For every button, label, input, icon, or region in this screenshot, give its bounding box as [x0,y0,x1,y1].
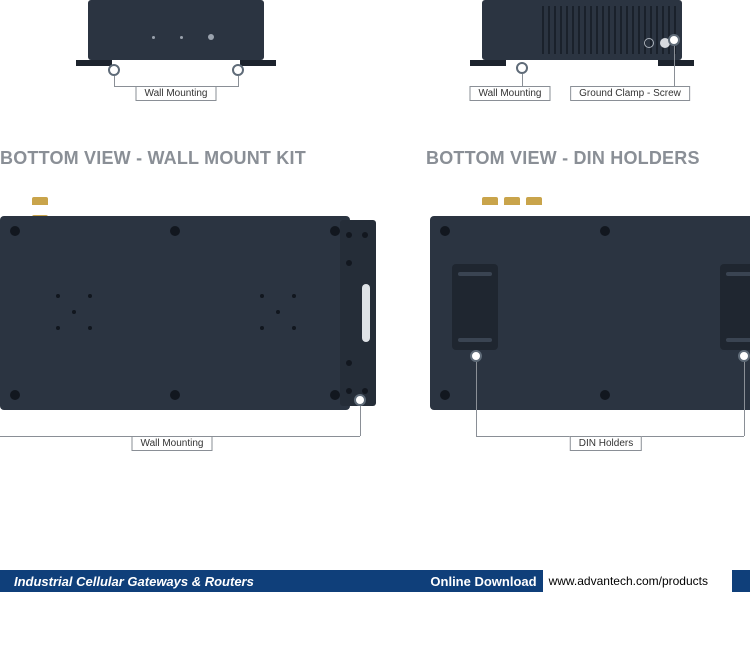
callout-leader [744,362,745,436]
screw [330,226,340,236]
callout-marker [668,34,680,46]
plate-hole [346,388,352,394]
callout-marker [232,64,244,76]
plate-hole [346,360,352,366]
ground-symbol [644,38,654,48]
port-dot [152,36,155,39]
device-bottom-body [430,216,750,410]
footer-category: Industrial Cellular Gateways & Routers [0,574,430,589]
screw [600,226,610,236]
screw [440,390,450,400]
mount-hole-pattern [56,294,92,330]
port-dot [180,36,183,39]
screw [170,226,180,236]
mount-foot [76,60,112,66]
sma-connectors [32,192,54,200]
footer-url: www.advantech.com/products [543,570,732,592]
plate-hole [362,388,368,394]
callout-leader [674,46,675,86]
top-right-side-view: Wall Mounting Ground Clamp - Screw [482,0,682,60]
device-body [88,0,264,60]
callout-label: Wall Mounting [470,86,551,101]
mount-foot [240,60,276,66]
callout-leader [360,406,361,436]
wall-mount-slot [362,284,370,342]
port-dot [208,34,214,40]
top-left-side-view: Wall Mounting [88,0,264,60]
callout-leader [522,74,523,86]
callout-label: Wall Mounting [136,86,217,101]
plate-hole [346,260,352,266]
mount-foot [658,60,694,66]
callout-marker [738,350,750,362]
callout-label: Ground Clamp - Screw [570,86,690,101]
screw [600,390,610,400]
plate-hole [346,232,352,238]
screw [170,390,180,400]
callout-label: DIN Holders [570,436,642,451]
callout-label: Wall Mounting [132,436,213,451]
section-heading-left: BOTTOM VIEW - WALL MOUNT KIT [0,148,306,169]
section-heading-right: BOTTOM VIEW - DIN HOLDERS [426,148,700,169]
device-bottom-body [0,216,350,410]
screw [440,226,450,236]
wall-mount-plate [340,220,376,406]
plate-hole [362,232,368,238]
screw [10,390,20,400]
callout-marker [354,394,366,406]
callout-leader [238,76,239,86]
vent-grille [542,6,676,54]
callout-marker [108,64,120,76]
callout-marker [516,62,528,74]
callout-leader [476,362,477,436]
footer-download-label: Online Download [430,574,542,589]
din-clip [720,264,750,350]
screw [10,226,20,236]
callout-marker [470,350,482,362]
din-clip [452,264,498,350]
footer-bar: Industrial Cellular Gateways & Routers O… [0,570,750,592]
footer-tail [732,570,750,592]
mount-hole-pattern [260,294,296,330]
device-body [482,0,682,60]
sma-connectors [482,192,548,200]
callout-leader [114,76,115,86]
mount-foot [470,60,506,66]
screw [330,390,340,400]
